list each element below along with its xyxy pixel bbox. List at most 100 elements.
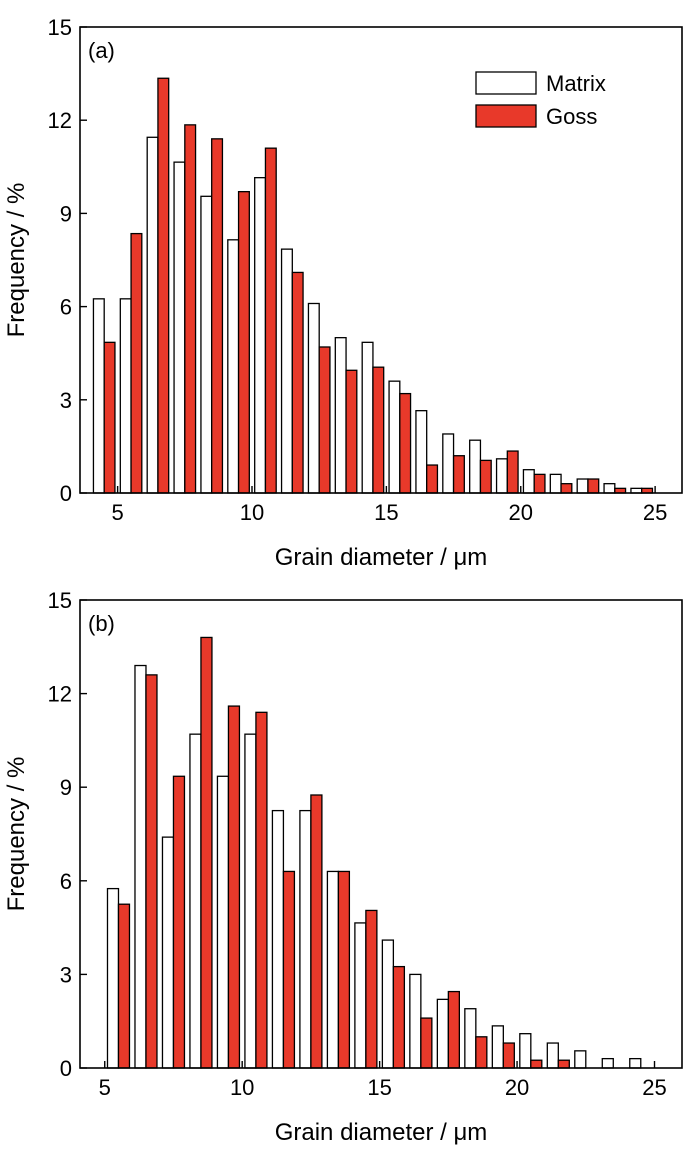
goss-bar (291, 271, 304, 494)
x-tick-label: 25 (643, 500, 667, 525)
matrix-bar (200, 195, 213, 494)
matrix-bar (574, 1050, 587, 1069)
goss-bar (557, 1059, 570, 1069)
panel-label: (b) (88, 611, 115, 636)
x-axis-label: Grain diameter / μm (275, 1119, 488, 1146)
matrix-bar (436, 998, 450, 1069)
goss-bar (227, 705, 241, 1069)
goss-bar (264, 147, 277, 494)
matrix-bar (464, 1008, 477, 1069)
x-tick-label: 20 (509, 500, 533, 525)
matrix-bar (106, 887, 120, 1069)
matrix-bar (244, 733, 257, 1069)
matrix-bar (495, 458, 508, 494)
goss-bar (103, 341, 116, 494)
matrix-bar (216, 775, 230, 1069)
goss-bar (392, 965, 406, 1069)
goss-bar (372, 366, 385, 494)
x-tick-label: 10 (230, 1075, 254, 1100)
matrix-bar (354, 922, 367, 1069)
goss-bar (475, 1036, 488, 1069)
matrix-bar (469, 439, 482, 494)
matrix-bar (307, 302, 320, 494)
legend-swatch (475, 71, 537, 95)
matrix-bar (146, 136, 159, 494)
matrix-bar (522, 469, 535, 494)
goss-bar (345, 369, 358, 494)
matrix-bar (388, 380, 401, 494)
matrix-bar (92, 298, 105, 494)
matrix-bar (576, 478, 589, 494)
y-tick-label: 6 (60, 295, 72, 320)
goss-bar (533, 473, 546, 494)
goss-bar (117, 903, 131, 1069)
y-axis-label: Frequency / % (3, 183, 30, 338)
goss-bar (587, 478, 600, 494)
x-tick-label: 15 (367, 1075, 391, 1100)
goss-bar (506, 450, 519, 494)
matrix-bar (134, 664, 147, 1069)
matrix-bar (227, 239, 240, 494)
plot-frame (79, 26, 683, 494)
goss-bar (211, 138, 224, 494)
goss-bar (399, 392, 412, 494)
goss-bar (255, 711, 268, 1069)
matrix-bar (409, 973, 422, 1069)
matrix-bar (271, 809, 285, 1069)
matrix-bar (326, 870, 340, 1069)
goss-bar (310, 794, 323, 1069)
y-tick-label: 3 (60, 962, 72, 987)
plot-frame (79, 599, 683, 1069)
matrix-bar (299, 809, 312, 1069)
matrix-bar (173, 161, 186, 494)
goss-bar (479, 459, 492, 494)
matrix-bar (189, 733, 202, 1069)
goss-bar (452, 455, 465, 494)
x-tick-label: 5 (99, 1075, 111, 1100)
x-tick-label: 25 (642, 1075, 666, 1100)
y-tick-label: 3 (60, 388, 72, 413)
goss-bar (502, 1042, 515, 1069)
matrix-bar (415, 410, 428, 494)
x-tick-label: 15 (374, 500, 398, 525)
y-tick-label: 0 (60, 1056, 72, 1081)
goss-bar (157, 77, 170, 494)
legend-label: Goss (546, 104, 597, 129)
matrix-bar (549, 473, 562, 494)
goss-bar (365, 909, 378, 1069)
x-tick-label: 20 (505, 1075, 529, 1100)
matrix-bar (519, 1033, 532, 1069)
goss-bar (337, 870, 351, 1069)
goss-bar (560, 483, 573, 494)
goss-bar (447, 990, 461, 1069)
goss-bar (420, 1017, 433, 1069)
panel-a: 0 3 6 9 12 15 5 10 15 20 25 Grain diameter / μm Freq… (3, 15, 683, 571)
goss-bar (237, 190, 250, 494)
y-tick-label: 9 (60, 775, 72, 800)
matrix-bar (361, 341, 374, 494)
legend-label: Matrix (546, 71, 606, 96)
y-tick-label: 15 (48, 588, 72, 613)
matrix-bar (601, 1057, 614, 1069)
x-tick-label: 10 (240, 500, 264, 525)
x-tick-label: 5 (112, 500, 124, 525)
matrix-bar (119, 298, 132, 494)
matrix-bar (280, 248, 293, 494)
y-tick-label: 12 (48, 682, 72, 707)
panel-b: 0 3 6 9 12 15 5 10 15 20 25 Grain diameter / μm Freq… (3, 588, 683, 1146)
goss-bar (200, 636, 213, 1069)
goss-bar (530, 1059, 543, 1069)
y-tick-label: 6 (60, 869, 72, 894)
matrix-bar (603, 483, 616, 494)
y-tick-label: 15 (48, 15, 72, 40)
legend-swatch (475, 104, 537, 128)
goss-bar (426, 464, 439, 494)
goss-bar (184, 124, 197, 494)
matrix-bar (442, 433, 455, 494)
matrix-bar (334, 337, 347, 494)
goss-bar (172, 775, 186, 1069)
x-axis-label: Grain diameter / μm (275, 544, 488, 571)
y-tick-label: 9 (60, 201, 72, 226)
goss-bar (282, 870, 296, 1069)
